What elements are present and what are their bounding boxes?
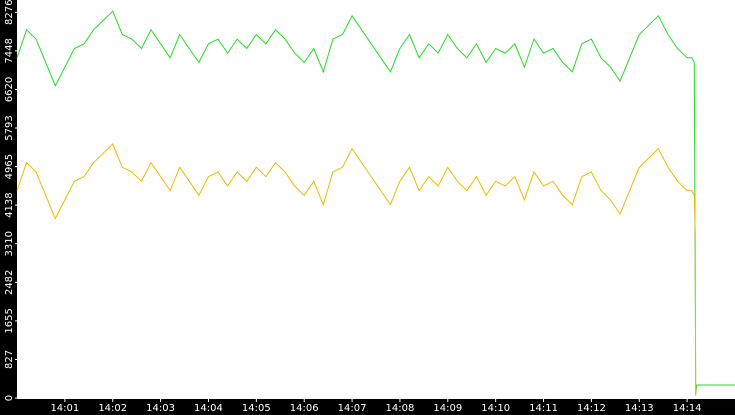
x-tick-label: 14:07: [338, 403, 367, 414]
y-tick-label: 5793: [4, 115, 15, 140]
x-tick-label: 14:13: [625, 403, 654, 414]
y-axis-band: [0, 0, 17, 415]
x-tick-label: 14:14: [673, 403, 702, 414]
y-tick-label: 827: [4, 350, 15, 369]
x-tick-label: 14:05: [242, 403, 271, 414]
x-tick-label: 14:08: [386, 403, 415, 414]
x-tick-label: 14:12: [577, 403, 606, 414]
series-line: [16, 10, 735, 395]
y-tick-label: 4138: [4, 192, 15, 217]
x-tick-label: 14:01: [50, 403, 79, 414]
series-line: [16, 143, 697, 396]
y-tick-label: 2482: [4, 270, 15, 295]
y-tick-label: 7448: [4, 38, 15, 63]
x-tick-label: 14:04: [194, 403, 223, 414]
y-tick-label: 4965: [4, 154, 15, 179]
x-tick-label: 14:11: [529, 403, 558, 414]
x-tick-label: 14:02: [98, 403, 127, 414]
y-tick-label: 1655: [4, 308, 15, 333]
x-tick-label: 14:10: [481, 403, 510, 414]
y-tick-label: 0: [4, 395, 15, 401]
y-tick-label: 6620: [4, 77, 15, 102]
y-tick-label: 8276: [4, 0, 15, 25]
x-tick-label: 14:03: [146, 403, 175, 414]
x-tick-label: 14:09: [433, 403, 462, 414]
y-tick-label: 3310: [4, 231, 15, 256]
x-axis-band: [0, 399, 735, 415]
x-tick-label: 14:06: [290, 403, 319, 414]
